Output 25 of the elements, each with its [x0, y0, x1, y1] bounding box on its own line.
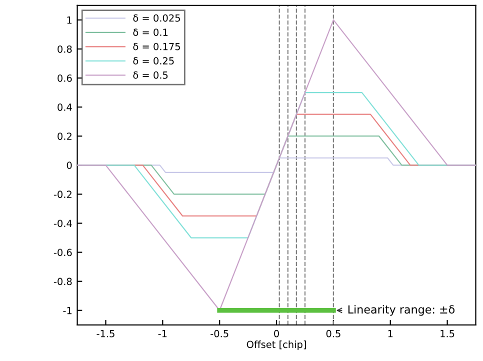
y-tick-label: -0.8 [54, 278, 72, 286]
y-tick-label: 1 [67, 16, 72, 24]
y-tick-label: 0.8 [58, 45, 72, 53]
annotation: Linearity range: ±δ [348, 305, 454, 316]
y-tick-label: -0.4 [54, 220, 72, 228]
y-tick-label: -0.2 [54, 190, 72, 198]
legend-label: δ = 0.175 [133, 42, 180, 50]
legend-label: δ = 0.25 [133, 57, 174, 64]
legend-label: δ = 0.025 [133, 14, 180, 22]
x-tick-label: 1.5 [440, 330, 454, 338]
y-tick-label: 0.6 [58, 74, 72, 82]
y-tick-label: 0.4 [58, 104, 72, 111]
x-tick-label: 0 [274, 330, 279, 338]
legend-label: δ = 0.1 [133, 28, 168, 36]
x-tick-label: -1.5 [96, 330, 114, 338]
y-tick-label: -0.6 [54, 248, 72, 256]
x-tick-label: 0.5 [326, 330, 340, 338]
x-axis-title: Offset [chip] [246, 340, 306, 350]
y-tick-label: 0 [66, 162, 72, 169]
x-tick-label: -1 [158, 330, 167, 338]
legend-label: δ = 0.5 [133, 71, 168, 79]
x-tick-label: -0.5 [210, 330, 228, 338]
x-tick-label: 1 [388, 330, 393, 338]
y-tick-label: -1 [63, 306, 72, 314]
y-tick-label: 0.2 [58, 132, 72, 140]
